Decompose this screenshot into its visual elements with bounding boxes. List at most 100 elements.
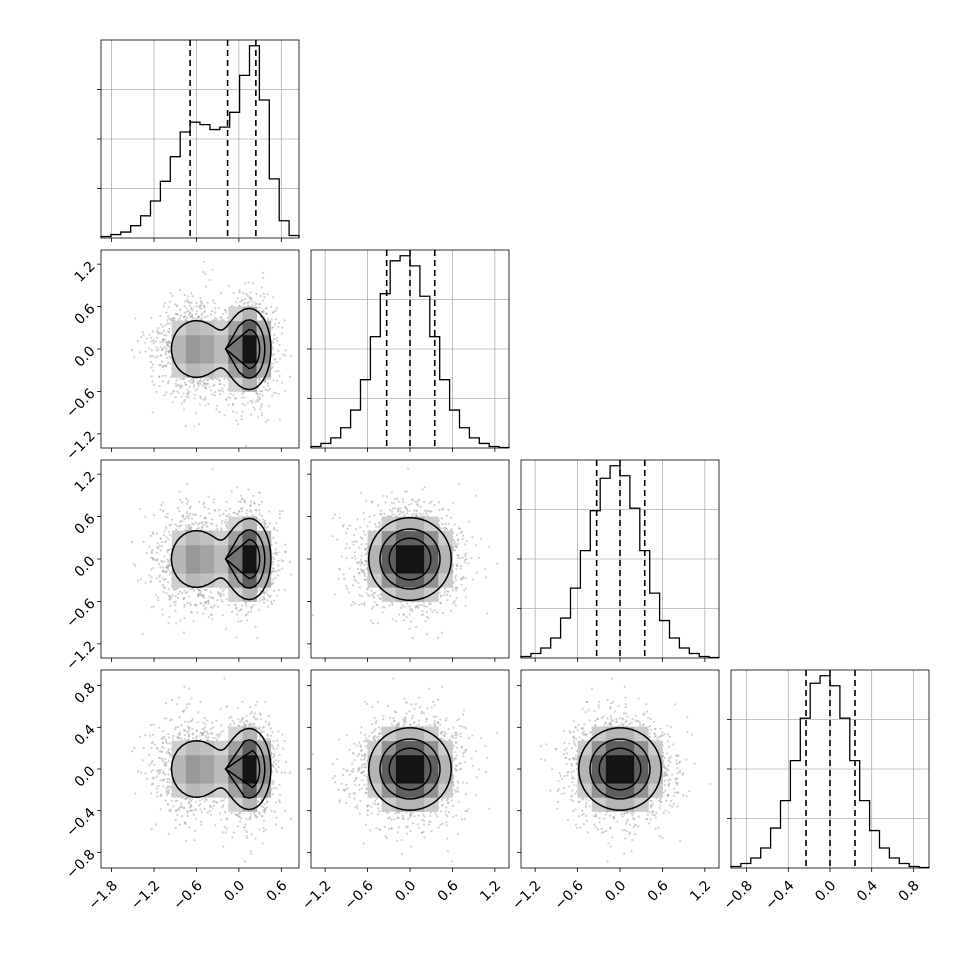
sample-point [191, 522, 194, 526]
sample-point [223, 521, 227, 524]
sample-point [185, 510, 188, 514]
sample-point [271, 567, 275, 570]
density-cell [228, 530, 243, 546]
sample-point [271, 354, 274, 357]
sample-point [134, 317, 137, 320]
sample-point [167, 382, 170, 385]
sample-point [189, 292, 193, 295]
sample-point [190, 316, 194, 319]
sample-point [152, 383, 156, 386]
sample-point [193, 397, 196, 400]
sample-point [269, 594, 272, 597]
sample-point [410, 608, 414, 611]
sample-point [182, 597, 185, 600]
sample-point [248, 509, 252, 512]
sample-point [175, 587, 178, 590]
sample-point [243, 404, 247, 407]
sample-point [203, 309, 207, 313]
sample-point [248, 296, 251, 299]
sample-point [249, 504, 253, 507]
sample-point [258, 491, 261, 494]
sample-point [175, 622, 178, 625]
sample-point [166, 343, 169, 346]
sample-point [163, 393, 166, 397]
sample-point [158, 375, 161, 379]
sample-point [206, 315, 209, 318]
sample-point [148, 333, 151, 336]
sample-point [164, 540, 168, 543]
sample-point [272, 581, 275, 584]
sample-point [258, 378, 261, 381]
sample-point [181, 515, 184, 519]
sample-point [156, 541, 159, 545]
sample-point [226, 316, 229, 320]
sample-point [352, 600, 355, 604]
sample-point [168, 588, 171, 591]
sample-point [273, 526, 276, 529]
sample-point [188, 588, 192, 591]
sample-point [136, 339, 140, 343]
density-cell [185, 334, 201, 350]
sample-point [244, 602, 247, 605]
sample-point [159, 363, 162, 367]
sample-point [213, 498, 216, 501]
sample-point [208, 595, 211, 599]
sample-point [207, 616, 210, 619]
contour-line [224, 328, 261, 370]
sample-point [250, 510, 253, 513]
sample-point [241, 604, 244, 607]
sample-point [208, 512, 211, 515]
scatter-panel-3-1 [97, 459, 300, 662]
sample-point [193, 384, 196, 387]
density-cell [256, 363, 272, 378]
sample-point [185, 395, 188, 399]
sample-point [187, 517, 191, 520]
sample-point [258, 513, 261, 516]
sample-point [199, 395, 202, 398]
sample-point [163, 586, 167, 590]
sample-point [191, 313, 194, 316]
sample-point [206, 378, 210, 381]
sample-point [159, 346, 162, 349]
sample-point [200, 307, 203, 310]
sample-point [264, 379, 267, 383]
sample-point [256, 392, 259, 396]
sample-point [191, 295, 194, 298]
sample-point [133, 562, 136, 565]
sample-point [264, 522, 267, 525]
sample-point [198, 403, 201, 406]
sample-point [249, 296, 252, 300]
sample-point [211, 518, 214, 521]
sample-point [165, 527, 168, 531]
sample-point [197, 588, 200, 592]
sample-point [263, 296, 266, 299]
sample-point [238, 289, 241, 292]
sample-point [155, 349, 158, 352]
sample-point [177, 592, 180, 596]
sample-point [161, 365, 164, 369]
sample-point [257, 608, 261, 611]
density-cell [256, 573, 272, 588]
sample-point [166, 342, 169, 345]
sample-point [151, 330, 154, 333]
sample-point [165, 311, 168, 314]
sample-point [372, 594, 375, 598]
sample-point [333, 513, 336, 516]
sample-point [215, 408, 218, 411]
sample-point [197, 315, 200, 318]
sample-point [234, 301, 238, 304]
sample-point [266, 384, 270, 387]
sample-point [237, 500, 240, 503]
sample-point [281, 353, 285, 356]
sample-point [165, 565, 168, 568]
sample-point [258, 396, 261, 399]
sample-point [187, 379, 190, 383]
sample-point [174, 604, 177, 607]
sample-point [240, 299, 244, 302]
sample-point [209, 605, 213, 608]
sample-point [158, 580, 162, 583]
sample-point [253, 408, 256, 411]
sample-point [236, 297, 239, 300]
sample-point [175, 384, 178, 388]
sample-point [232, 292, 235, 295]
